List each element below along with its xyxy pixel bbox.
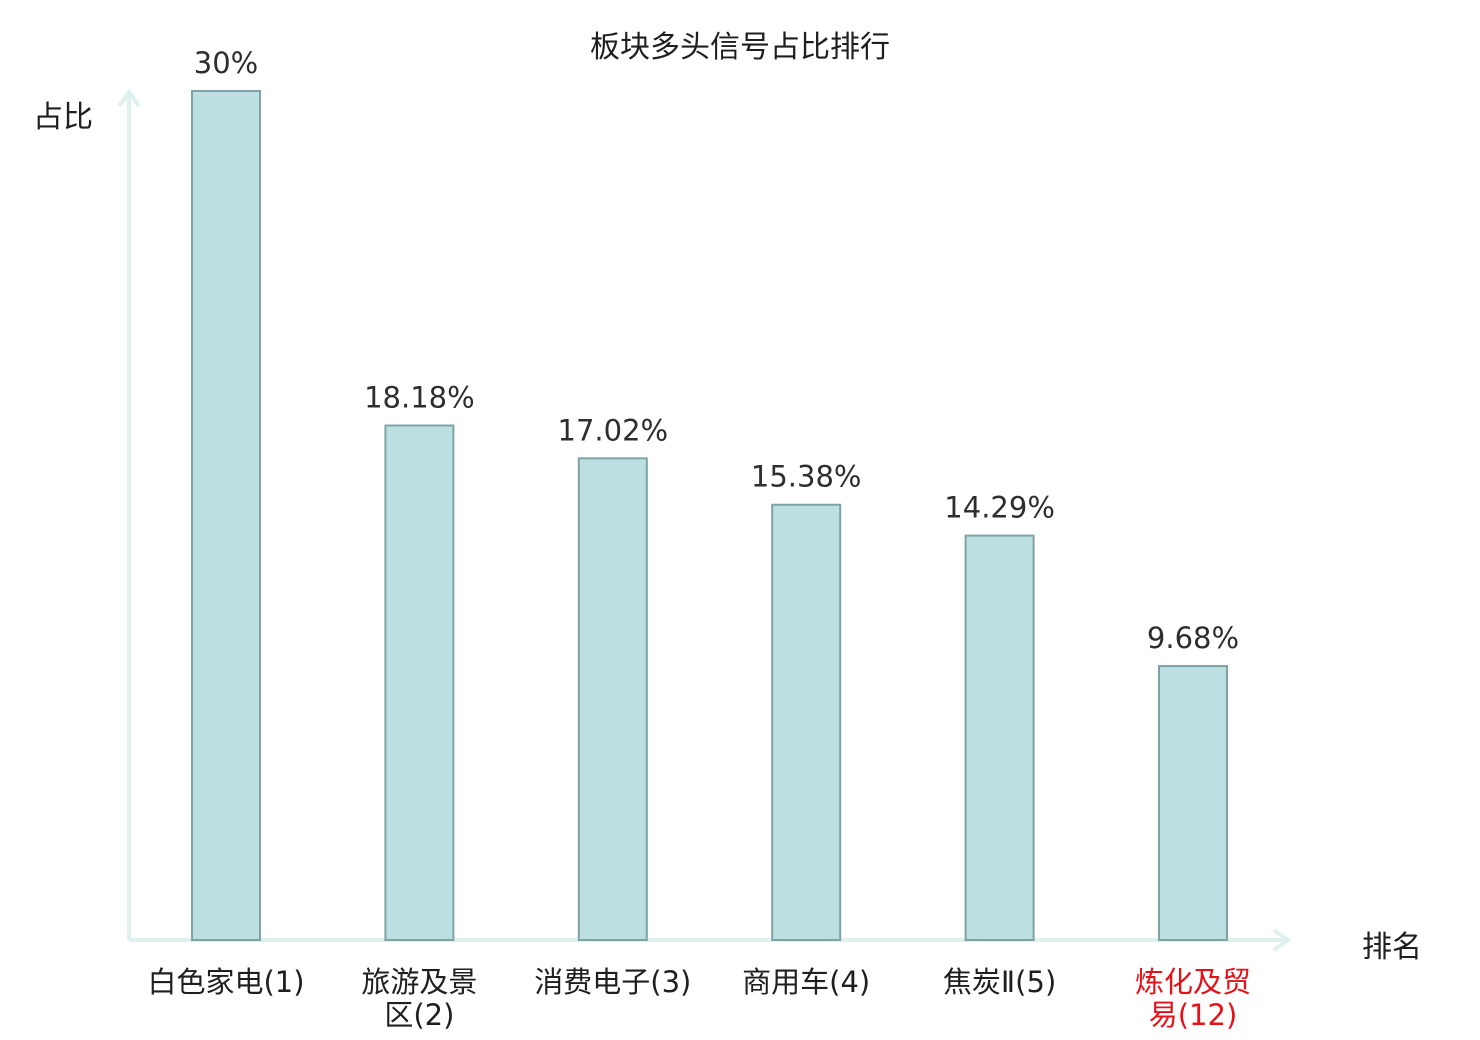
category-label-line: 焦炭Ⅱ(5)	[942, 965, 1057, 999]
category-label: 白色家电(1)	[131, 966, 321, 999]
bar-value-label: 18.18%	[364, 381, 475, 415]
bar	[191, 90, 261, 941]
x-axis-arrow	[1272, 928, 1292, 952]
bar-value-label: 14.29%	[944, 491, 1055, 525]
category-label-line: 白色家电(1)	[147, 965, 305, 999]
bar	[964, 534, 1035, 942]
category-label: 炼化及贸 易(12)	[1098, 966, 1288, 1032]
category-label-line: 区(2)	[384, 998, 455, 1032]
bar-value-label: 17.02%	[558, 413, 669, 447]
bar-value-label: 15.38%	[751, 460, 862, 494]
category-label: 旅游及景 区(2)	[324, 966, 514, 1032]
y-axis-arrow	[117, 88, 141, 108]
bar	[384, 424, 455, 942]
bar	[771, 503, 842, 941]
bar	[577, 457, 648, 941]
category-label-line: 消费电子(3)	[534, 965, 692, 999]
category-label: 商用车(4)	[711, 966, 901, 999]
category-label-line: 易(12)	[1148, 998, 1238, 1032]
bar	[1158, 665, 1228, 942]
chart-title: 板块多头信号占比排行	[590, 30, 890, 65]
x-axis-label: 排名	[1362, 930, 1422, 965]
category-label-line: 旅游及景	[361, 965, 478, 999]
category-label-line: 炼化及贸	[1134, 965, 1251, 999]
category-label-line: 商用车(4)	[742, 965, 871, 999]
bar-value-label: 9.68%	[1147, 621, 1239, 655]
category-label: 消费电子(3)	[518, 966, 708, 999]
y-axis-label: 占比	[33, 100, 93, 135]
bar-value-label: 30%	[194, 46, 258, 80]
category-label: 焦炭Ⅱ(5)	[905, 966, 1095, 999]
